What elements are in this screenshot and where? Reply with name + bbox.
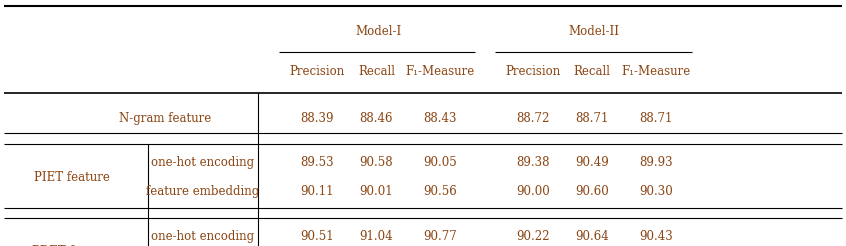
Text: 89.38: 89.38 xyxy=(516,156,550,169)
Text: 88.71: 88.71 xyxy=(639,112,673,124)
Text: Model-I: Model-I xyxy=(355,26,401,38)
Text: 90.77: 90.77 xyxy=(423,230,457,243)
Text: one-hot encoding: one-hot encoding xyxy=(151,156,255,169)
Text: 90.05: 90.05 xyxy=(423,156,457,169)
Text: N-gram feature: N-gram feature xyxy=(118,112,212,124)
Text: PDET feature: PDET feature xyxy=(31,245,113,246)
Text: Recall: Recall xyxy=(574,65,611,78)
Text: 90.51: 90.51 xyxy=(300,230,334,243)
Text: Precision: Precision xyxy=(289,65,345,78)
Text: 89.93: 89.93 xyxy=(639,156,673,169)
Text: 90.60: 90.60 xyxy=(575,185,609,198)
Text: 90.00: 90.00 xyxy=(516,185,550,198)
Text: 90.64: 90.64 xyxy=(575,230,609,243)
Text: 91.04: 91.04 xyxy=(360,230,393,243)
Text: 88.72: 88.72 xyxy=(516,112,550,124)
Text: PIET feature: PIET feature xyxy=(34,171,110,184)
Text: one-hot encoding: one-hot encoding xyxy=(151,230,255,243)
Text: 88.43: 88.43 xyxy=(423,112,457,124)
Text: 90.22: 90.22 xyxy=(516,230,550,243)
Text: 90.11: 90.11 xyxy=(300,185,334,198)
Text: F₁-Measure: F₁-Measure xyxy=(621,65,690,78)
Text: 90.43: 90.43 xyxy=(639,230,673,243)
Text: 90.49: 90.49 xyxy=(575,156,609,169)
Text: feature embedding: feature embedding xyxy=(146,185,260,198)
Text: 90.01: 90.01 xyxy=(360,185,393,198)
Text: 88.39: 88.39 xyxy=(300,112,334,124)
Text: 88.46: 88.46 xyxy=(360,112,393,124)
Text: 88.71: 88.71 xyxy=(575,112,609,124)
Text: Model-II: Model-II xyxy=(569,26,619,38)
Text: Recall: Recall xyxy=(358,65,395,78)
Text: 90.30: 90.30 xyxy=(639,185,673,198)
Text: F₁-Measure: F₁-Measure xyxy=(405,65,475,78)
Text: 89.53: 89.53 xyxy=(300,156,334,169)
Text: 90.58: 90.58 xyxy=(360,156,393,169)
Text: 90.56: 90.56 xyxy=(423,185,457,198)
Text: Precision: Precision xyxy=(505,65,561,78)
